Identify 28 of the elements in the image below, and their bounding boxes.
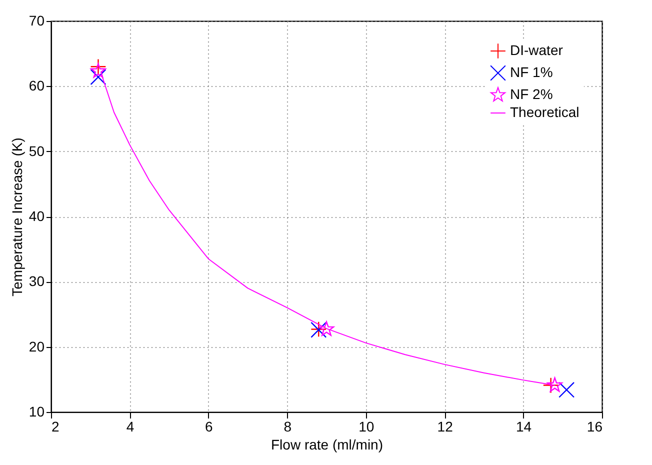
x-tick-label: 4 — [126, 418, 134, 434]
x-tick-label: 14 — [516, 418, 532, 434]
y-tick-label: 40 — [28, 208, 45, 224]
legend-label: NF 1% — [510, 64, 553, 80]
x-tick-label: 12 — [437, 418, 454, 434]
x-tick-label: 16 — [586, 418, 603, 434]
point — [90, 58, 106, 75]
point — [547, 377, 562, 392]
legend-label: Theoretical — [510, 104, 580, 120]
y-tick-label: 10 — [28, 404, 45, 420]
point — [90, 69, 106, 86]
x-tick-label: 8 — [284, 418, 292, 434]
point — [558, 382, 575, 398]
y-tick-label: 20 — [28, 338, 45, 354]
point — [318, 321, 334, 336]
y-tick-label: 50 — [28, 142, 45, 159]
legend-label: DI-water — [510, 42, 564, 58]
x-tick-label: 6 — [205, 418, 214, 434]
x-tick-label: 10 — [358, 418, 374, 434]
y-tick-label: 30 — [28, 273, 45, 290]
x-axis-title: Flow rate (ml/min) — [270, 436, 384, 452]
y-tick-label: 60 — [28, 78, 45, 94]
point — [542, 377, 559, 394]
point — [90, 63, 106, 78]
y-axis-title: Temperature Increase (K) — [8, 138, 25, 296]
legend-label: NF 2% — [510, 86, 553, 102]
x-tick-label: 2 — [52, 418, 60, 434]
y-tick-label: 70 — [28, 12, 45, 28]
